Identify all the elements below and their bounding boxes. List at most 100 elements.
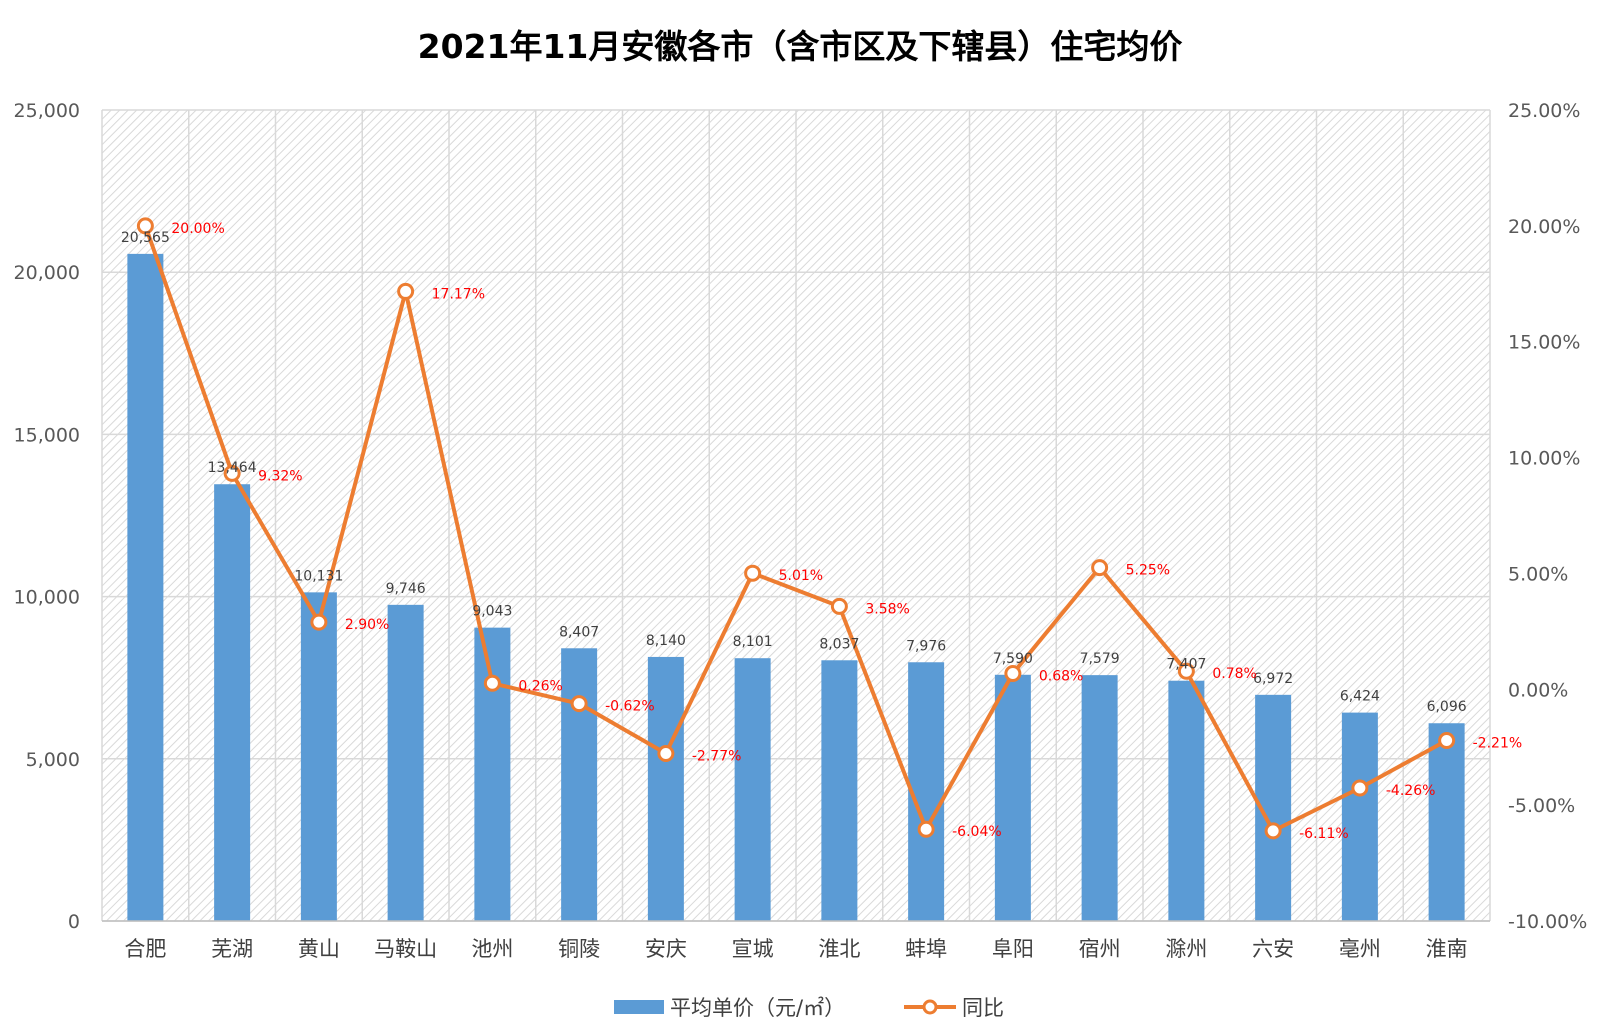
bar — [1341, 712, 1378, 921]
axes: 0 5,000 10,000 15,000 20,000 25,000 -10.00% -5.… — [14, 100, 1588, 961]
bar-value-label: 8,037 — [819, 636, 859, 652]
line-point — [1438, 731, 1456, 749]
x-tick-label: 池州 — [471, 937, 513, 961]
bar — [300, 592, 337, 921]
yoy-line — [143, 225, 1448, 833]
bar-value-label: 20,565 — [121, 230, 170, 246]
y-left-tick-label: 25,000 — [14, 100, 80, 122]
bar-series — [127, 253, 1465, 921]
x-tick-label: 六安 — [1252, 937, 1294, 961]
line-point — [223, 464, 241, 482]
y-right-tick-label: -10.00% — [1508, 911, 1587, 933]
bar-value-label: 6,424 — [1340, 689, 1380, 705]
line-value-label: 20.00% — [171, 221, 224, 237]
line-value-label: -0.62% — [605, 699, 655, 715]
y-left-tick-label: 20,000 — [14, 262, 80, 284]
bar-value-label: 9,043 — [472, 604, 512, 620]
y-left-tick-label: 5,000 — [26, 749, 80, 771]
y-right-tick-label: 20.00% — [1508, 216, 1580, 238]
bar — [214, 484, 251, 921]
legend-line-label: 同比 — [962, 996, 1004, 1020]
x-tick-label: 阜阳 — [992, 937, 1034, 961]
x-tick-label: 黄山 — [298, 937, 340, 961]
bar-value-label: 6,096 — [1427, 699, 1467, 715]
bar — [1428, 723, 1465, 921]
x-tick-label: 安庆 — [645, 937, 687, 961]
line-value-label: -6.04% — [952, 824, 1002, 840]
bar-value-label: 7,579 — [1080, 651, 1120, 667]
bar-value-label: 9,746 — [386, 581, 426, 597]
line-value-label: 0.68% — [1039, 669, 1083, 685]
bar — [647, 656, 684, 921]
legend: 平均单价（元/㎡） 同比 — [614, 996, 1004, 1020]
line-point — [483, 674, 501, 692]
line-value-label: -6.11% — [1299, 826, 1349, 842]
x-tick-label: 蚌埠 — [905, 937, 947, 961]
line-point — [1351, 779, 1369, 797]
bar-value-label: 10,131 — [294, 568, 343, 584]
bar — [1168, 680, 1205, 921]
line-value-label: -2.21% — [1473, 735, 1523, 751]
line-value-label: 5.25% — [1126, 563, 1170, 579]
line-point — [917, 820, 935, 838]
bar-value-label: 8,407 — [559, 624, 599, 640]
x-tick-label: 铜陵 — [558, 937, 600, 961]
line-point — [1004, 665, 1022, 683]
y-left-tick-label: 15,000 — [14, 424, 80, 446]
legend-bar-swatch — [614, 1000, 664, 1014]
legend-bar-label: 平均单价（元/㎡） — [670, 996, 845, 1020]
line-value-label: 2.90% — [345, 617, 389, 633]
line-point — [310, 613, 328, 631]
line-series — [136, 217, 1456, 840]
bar-value-label: 7,590 — [993, 651, 1033, 667]
x-tick-label: 马鞍山 — [374, 937, 437, 961]
line-value-label: 0.78% — [1212, 666, 1256, 682]
x-tick-label: 淮南 — [1426, 937, 1468, 961]
line-value-label: 3.58% — [865, 601, 909, 617]
bar-value-label: 8,101 — [733, 634, 773, 650]
y-right-tick-label: 15.00% — [1508, 332, 1580, 354]
x-tick-label: 宣城 — [732, 937, 774, 961]
bar-value-label: 7,407 — [1166, 657, 1206, 673]
x-tick-label: 亳州 — [1339, 937, 1381, 961]
bar-value-label: 7,976 — [906, 638, 946, 654]
legend-line-marker — [922, 999, 938, 1015]
bar-value-label: 6,972 — [1253, 671, 1293, 687]
y-left-tick-label: 0 — [68, 911, 80, 933]
bar — [561, 648, 598, 921]
line-point — [1264, 822, 1282, 840]
line-value-label: 0.26% — [518, 678, 562, 694]
data-labels: 20,565 13,464 10,131 9,746 9,043 8,407 8,140 8,… — [121, 221, 1522, 842]
line-value-label: -4.26% — [1386, 783, 1436, 799]
x-tick-label: 芜湖 — [211, 937, 253, 961]
y-left-tick-label: 10,000 — [14, 587, 80, 609]
bar — [821, 660, 858, 921]
bar — [127, 253, 164, 921]
x-tick-label: 合肥 — [124, 937, 166, 961]
bar — [994, 674, 1031, 921]
line-point — [570, 695, 588, 713]
y-right-tick-label: 25.00% — [1508, 100, 1580, 122]
bar-value-label: 13,464 — [208, 460, 257, 476]
bar — [734, 658, 771, 921]
bar — [1081, 675, 1118, 921]
line-value-label: 17.17% — [432, 286, 485, 302]
line-point — [1177, 662, 1195, 680]
x-tick-label: 宿州 — [1079, 937, 1121, 961]
line-point — [397, 282, 415, 300]
line-point — [136, 217, 154, 235]
chart-title: 2021年11月安徽各市（含市区及下辖县）住宅均价 — [418, 27, 1183, 66]
y-right-tick-label: 10.00% — [1508, 448, 1580, 470]
y-right-tick-label: -5.00% — [1508, 795, 1575, 817]
line-point — [657, 744, 675, 762]
bar — [908, 662, 945, 921]
line-point — [1091, 559, 1109, 577]
line-point — [830, 597, 848, 615]
x-tick-label: 滁州 — [1165, 937, 1207, 961]
line-value-label: 5.01% — [779, 568, 823, 584]
line-point — [744, 564, 762, 582]
y-right-tick-label: 5.00% — [1508, 563, 1568, 585]
line-value-label: -2.77% — [692, 748, 742, 764]
x-tick-label: 淮北 — [818, 937, 860, 961]
line-value-label: 9.32% — [258, 468, 302, 484]
